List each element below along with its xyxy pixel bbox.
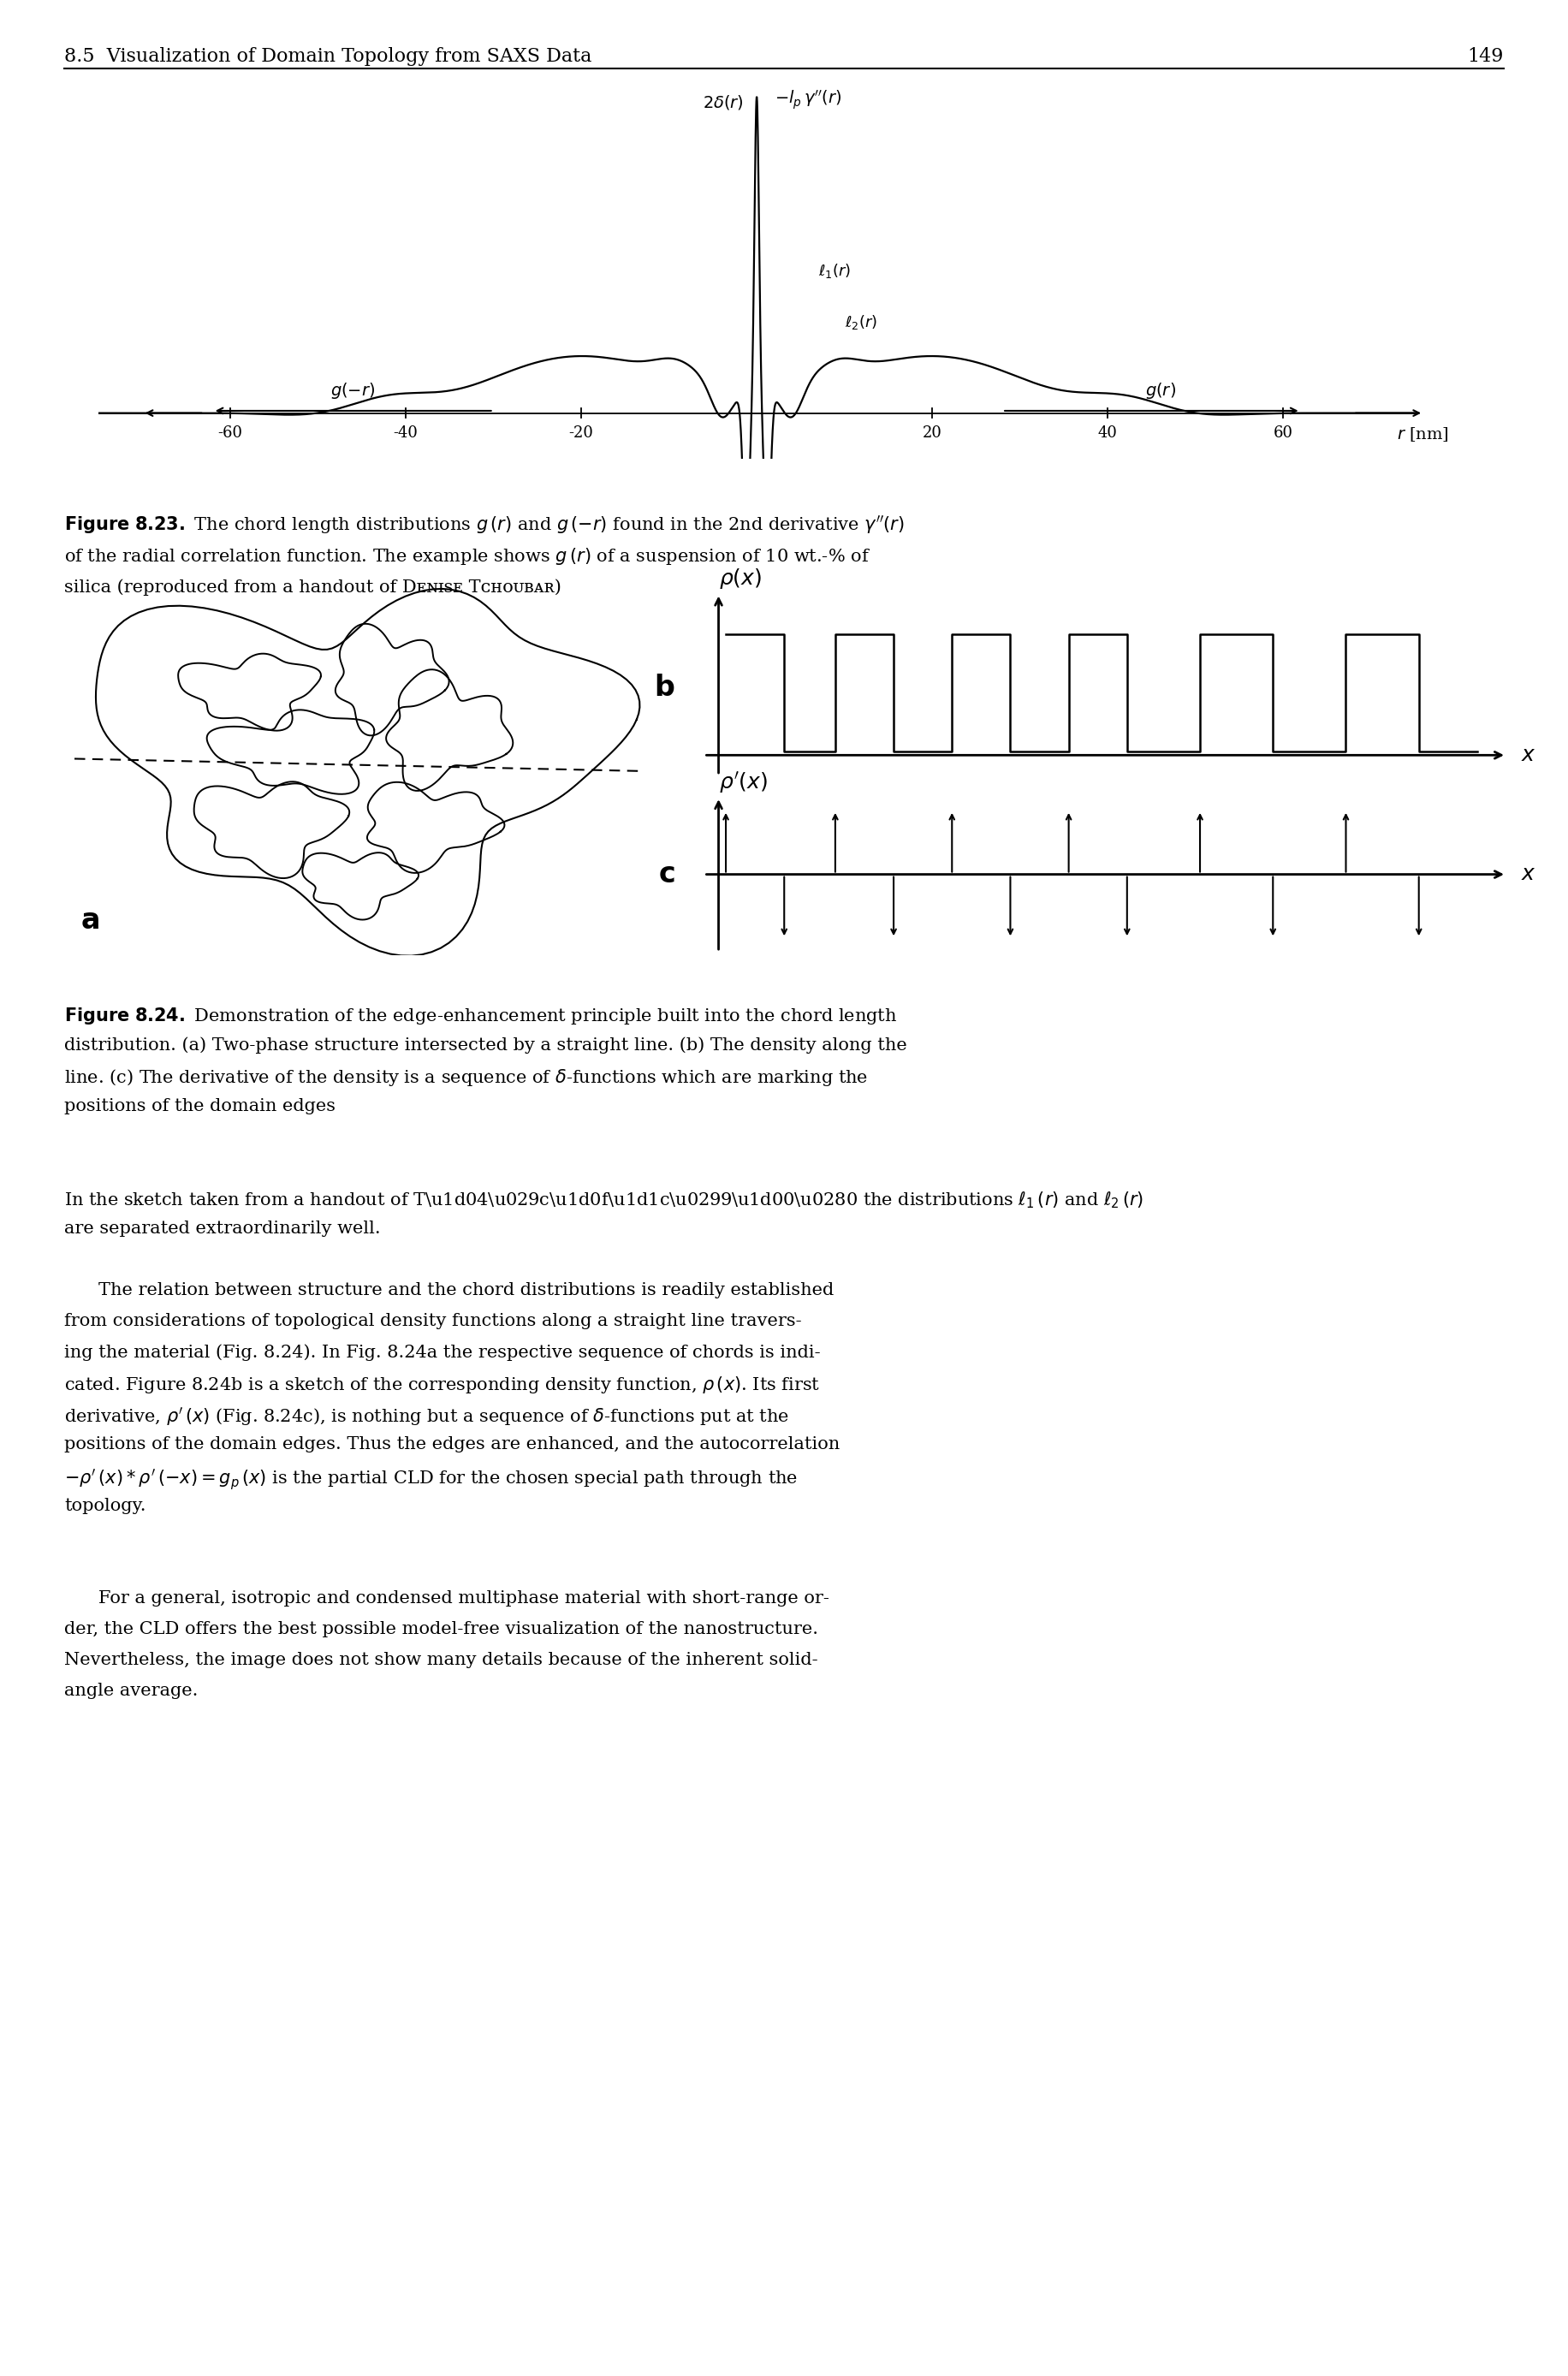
Text: 40: 40 [1098, 425, 1118, 442]
Text: positions of the domain edges: positions of the domain edges [64, 1098, 336, 1114]
Text: $\mathbf{b}$: $\mathbf{b}$ [654, 675, 674, 701]
Text: $x$: $x$ [1521, 865, 1537, 884]
Text: angle average.: angle average. [64, 1682, 198, 1699]
Text: line. (c) The derivative of the density is a sequence of $\delta$-functions whic: line. (c) The derivative of the density … [64, 1067, 869, 1088]
Text: -20: -20 [569, 425, 594, 442]
Text: $-\rho'\,(x)*\rho'\,(-x) = g_p\,(x)$ is the partial CLD for the chosen special p: $-\rho'\,(x)*\rho'\,(-x) = g_p\,(x)$ is … [64, 1466, 798, 1492]
Text: 149: 149 [1468, 48, 1504, 67]
Text: $g(-r)$: $g(-r)$ [331, 380, 376, 402]
Text: $r$ [nm]: $r$ [nm] [1397, 425, 1449, 444]
Text: cated. Figure 8.24b is a sketch of the corresponding density function, $\rho\,(x: cated. Figure 8.24b is a sketch of the c… [64, 1376, 820, 1395]
Text: For a general, isotropic and condensed multiphase material with short-range or-: For a general, isotropic and condensed m… [99, 1590, 829, 1606]
Text: $\mathbf{Figure\ 8.24.}$ Demonstration of the edge-enhancement principle built i: $\mathbf{Figure\ 8.24.}$ Demonstration o… [64, 1005, 897, 1026]
Text: $\mathbf{Figure\ 8.23.}$ The chord length distributions $g\,(r)$ and $g\,(-r)$ f: $\mathbf{Figure\ 8.23.}$ The chord lengt… [64, 513, 905, 537]
Text: $-l_p\,\gamma^{\prime\prime}(r)$: $-l_p\,\gamma^{\prime\prime}(r)$ [775, 88, 840, 112]
Text: $g(r)$: $g(r)$ [1145, 380, 1176, 402]
Text: Nevertheless, the image does not show many details because of the inherent solid: Nevertheless, the image does not show ma… [64, 1651, 818, 1668]
Text: $\ell_1(r)$: $\ell_1(r)$ [818, 261, 851, 280]
Text: -40: -40 [394, 425, 419, 442]
Text: from considerations of topological density functions along a straight line trave: from considerations of topological densi… [64, 1314, 801, 1328]
Text: der, the CLD offers the best possible model-free visualization of the nanostruct: der, the CLD offers the best possible mo… [64, 1620, 818, 1637]
Text: $\mathbf{a}$: $\mathbf{a}$ [80, 908, 99, 934]
Text: In the sketch taken from a handout of T\u1d04\u029c\u1d0f\u1d1c\u0299\u1d00\u028: In the sketch taken from a handout of T\… [64, 1190, 1143, 1209]
Text: $2\delta(r)$: $2\delta(r)$ [702, 93, 743, 112]
Text: The relation between structure and the chord distributions is readily establishe: The relation between structure and the c… [99, 1283, 834, 1297]
Text: $\rho(x)$: $\rho(x)$ [718, 565, 762, 589]
Text: topology.: topology. [64, 1497, 146, 1514]
Text: 60: 60 [1273, 425, 1294, 442]
Text: $\rho'(x)$: $\rho'(x)$ [718, 770, 767, 796]
Text: $\ell_2(r)$: $\ell_2(r)$ [845, 314, 877, 330]
Text: of the radial correlation function. The example shows $g\,(r)$ of a suspension o: of the radial correlation function. The … [64, 546, 870, 565]
Text: silica (reproduced from a handout of Dᴇɴɪѕᴇ Tᴄʜᴏᴜʙᴀʀ): silica (reproduced from a handout of Dᴇɴ… [64, 580, 561, 596]
Text: distribution. (a) Two-phase structure intersected by a straight line. (b) The de: distribution. (a) Two-phase structure in… [64, 1036, 906, 1053]
Text: -60: -60 [218, 425, 243, 442]
Text: are separated extraordinarily well.: are separated extraordinarily well. [64, 1221, 381, 1238]
Text: $\mathbf{c}$: $\mathbf{c}$ [659, 860, 674, 889]
Text: ing the material (Fig. 8.24). In Fig. 8.24a the respective sequence of chords is: ing the material (Fig. 8.24). In Fig. 8.… [64, 1345, 820, 1361]
Text: positions of the domain edges. Thus the edges are enhanced, and the autocorrelat: positions of the domain edges. Thus the … [64, 1435, 840, 1452]
Text: 20: 20 [922, 425, 942, 442]
Text: derivative, $\rho'\,(x)$ (Fig. 8.24c), is nothing but a sequence of $\delta$-fun: derivative, $\rho'\,(x)$ (Fig. 8.24c), i… [64, 1404, 789, 1428]
Text: 8.5  Visualization of Domain Topology from SAXS Data: 8.5 Visualization of Domain Topology fro… [64, 48, 591, 67]
Text: $x$: $x$ [1521, 746, 1537, 765]
